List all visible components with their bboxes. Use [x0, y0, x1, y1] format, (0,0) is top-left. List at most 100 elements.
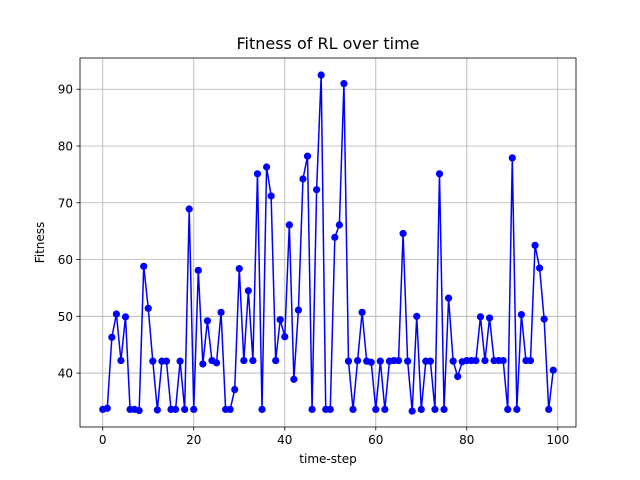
data-point	[258, 405, 266, 413]
data-point	[444, 294, 453, 302]
data-point	[308, 405, 316, 413]
data-point	[499, 356, 507, 365]
data-series	[99, 71, 557, 415]
data-point	[231, 385, 239, 394]
x-tick-label: 80	[459, 433, 474, 447]
data-point	[340, 79, 348, 88]
data-point	[431, 405, 439, 413]
data-point	[381, 405, 389, 413]
data-point	[376, 357, 384, 365]
data-point	[440, 405, 448, 413]
data-point	[326, 405, 334, 413]
y-tick-label: 90	[58, 83, 73, 97]
data-point	[449, 357, 457, 365]
data-point	[240, 356, 248, 365]
data-point	[135, 406, 143, 415]
data-point	[276, 316, 284, 324]
plot-frame	[79, 57, 577, 428]
data-point	[408, 407, 416, 415]
data-point	[190, 405, 198, 413]
data-point	[112, 310, 120, 318]
data-point	[413, 312, 421, 320]
data-point	[526, 356, 535, 365]
y-tick-label: 60	[58, 253, 73, 267]
data-point	[331, 233, 339, 241]
data-point	[226, 405, 234, 413]
data-point	[313, 186, 321, 194]
data-point	[294, 306, 303, 314]
x-axis-label: time-step	[299, 452, 356, 466]
data-point	[203, 317, 212, 325]
data-point	[235, 265, 243, 273]
data-point	[149, 357, 157, 365]
data-point	[344, 357, 353, 365]
data-point	[199, 360, 207, 368]
data-point	[299, 175, 307, 183]
data-point	[217, 308, 225, 316]
data-point	[176, 357, 184, 365]
x-tick-label: 60	[368, 433, 383, 447]
grid-lines	[80, 58, 576, 427]
data-point	[335, 221, 343, 229]
data-point	[349, 405, 357, 413]
x-tick-label: 0	[99, 433, 107, 447]
x-tick-label: 40	[277, 433, 292, 447]
data-point	[108, 333, 116, 341]
data-point	[404, 357, 412, 365]
data-point	[272, 356, 280, 365]
data-point	[394, 356, 403, 365]
data-point	[481, 356, 489, 365]
data-point	[399, 229, 407, 238]
data-point	[426, 357, 434, 365]
y-tick-label: 80	[58, 139, 73, 153]
data-point	[531, 241, 539, 249]
data-point	[103, 404, 111, 412]
data-point	[485, 314, 494, 322]
data-point	[435, 170, 444, 178]
data-point	[472, 356, 480, 365]
y-axis-label: Fitness	[33, 222, 47, 264]
chart-title: Fitness of RL over time	[236, 34, 419, 53]
axis-ticks: 0 20 40 60 80 100 40 50 60 70 80 90	[58, 83, 570, 447]
data-point	[253, 170, 262, 178]
data-point	[504, 405, 512, 413]
y-tick-label: 70	[58, 196, 73, 210]
data-point	[285, 221, 293, 229]
data-point	[372, 405, 380, 413]
data-point	[153, 406, 161, 414]
data-point	[194, 266, 202, 274]
data-point	[540, 315, 548, 323]
data-point	[290, 375, 298, 383]
y-tick-label: 40	[58, 367, 73, 381]
data-point	[267, 192, 275, 200]
data-point	[171, 405, 180, 413]
y-tick-label: 50	[58, 310, 73, 324]
data-point	[303, 152, 312, 160]
data-point	[162, 357, 171, 365]
data-point	[549, 366, 557, 374]
data-point	[454, 372, 462, 381]
data-point	[353, 356, 362, 365]
data-point	[244, 287, 252, 295]
data-point	[508, 154, 516, 162]
data-point	[185, 205, 193, 213]
data-point	[262, 163, 271, 171]
data-point	[517, 311, 525, 319]
data-point	[121, 313, 130, 321]
data-point	[117, 356, 125, 365]
data-point	[140, 262, 148, 270]
data-point	[317, 71, 325, 79]
data-point	[181, 405, 189, 413]
data-point	[358, 308, 366, 316]
data-point	[249, 356, 257, 365]
data-point	[281, 333, 289, 341]
data-point	[536, 264, 544, 272]
data-point	[212, 359, 221, 367]
data-point	[476, 313, 485, 321]
x-tick-label: 100	[546, 433, 569, 447]
data-point	[144, 304, 152, 312]
data-point	[367, 358, 375, 366]
x-tick-label: 20	[186, 433, 201, 447]
